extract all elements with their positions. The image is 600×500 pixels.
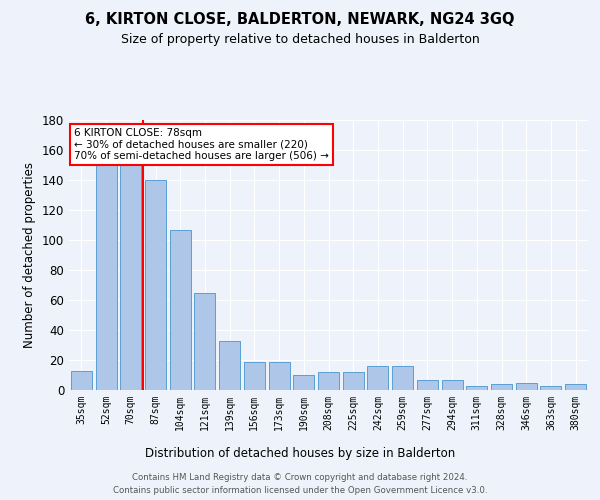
Bar	[466, 386, 487, 390]
Bar	[170, 230, 191, 390]
Bar	[71, 370, 92, 390]
Bar	[194, 292, 215, 390]
Bar	[145, 180, 166, 390]
Bar	[541, 386, 562, 390]
Bar	[95, 165, 116, 390]
Bar	[367, 366, 388, 390]
Text: Contains public sector information licensed under the Open Government Licence v3: Contains public sector information licen…	[113, 486, 487, 495]
Bar	[516, 382, 537, 390]
Bar	[392, 366, 413, 390]
Bar	[120, 165, 141, 390]
Bar	[417, 380, 438, 390]
Bar	[565, 384, 586, 390]
Y-axis label: Number of detached properties: Number of detached properties	[23, 162, 36, 348]
Text: 6 KIRTON CLOSE: 78sqm
← 30% of detached houses are smaller (220)
70% of semi-det: 6 KIRTON CLOSE: 78sqm ← 30% of detached …	[74, 128, 329, 162]
Bar	[442, 380, 463, 390]
Bar	[293, 375, 314, 390]
Bar	[269, 362, 290, 390]
Text: Distribution of detached houses by size in Balderton: Distribution of detached houses by size …	[145, 448, 455, 460]
Bar	[318, 372, 339, 390]
Bar	[343, 372, 364, 390]
Bar	[491, 384, 512, 390]
Text: 6, KIRTON CLOSE, BALDERTON, NEWARK, NG24 3GQ: 6, KIRTON CLOSE, BALDERTON, NEWARK, NG24…	[85, 12, 515, 28]
Bar	[244, 362, 265, 390]
Text: Contains HM Land Registry data © Crown copyright and database right 2024.: Contains HM Land Registry data © Crown c…	[132, 472, 468, 482]
Bar	[219, 340, 240, 390]
Text: Size of property relative to detached houses in Balderton: Size of property relative to detached ho…	[121, 32, 479, 46]
